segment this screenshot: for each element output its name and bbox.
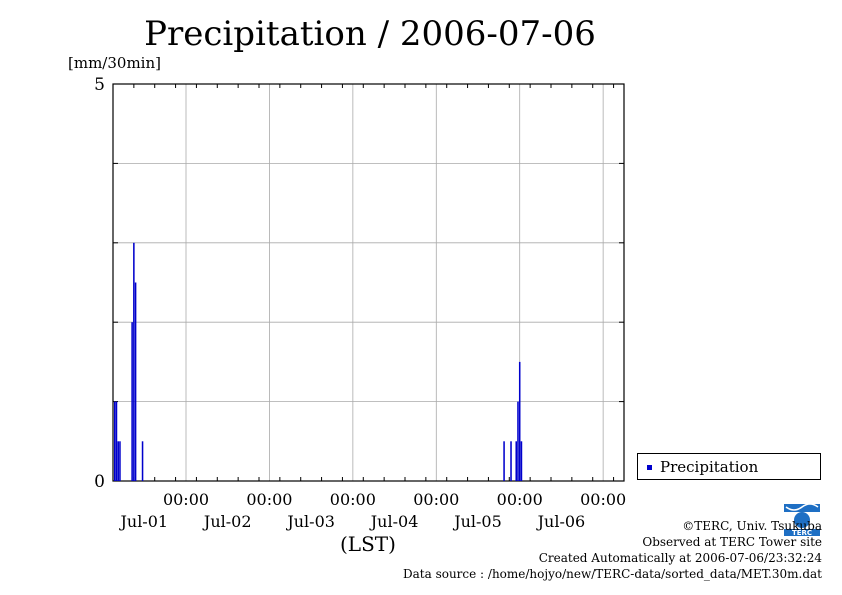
terc-logo: TERC <box>782 503 822 537</box>
precipitation-bar <box>510 441 512 481</box>
x-tick-time-label: 00:00 <box>580 490 626 509</box>
precipitation-bar <box>119 441 121 481</box>
credits-block: ©TERC, Univ. Tsukuba Observed at TERC To… <box>403 518 822 582</box>
x-tick-date-label: Jul-06 <box>536 512 586 531</box>
legend-label: Precipitation <box>660 458 759 476</box>
x-tick-time-label: 00:00 <box>246 490 292 509</box>
precipitation-bar <box>115 401 118 481</box>
precipitation-bar <box>113 401 116 481</box>
source-text: Data source : /home/hojyo/new/TERC-data/… <box>403 567 822 581</box>
y-axis-unit-label: [mm/30min] <box>68 54 161 72</box>
x-tick-date-label: Jul-03 <box>285 512 335 531</box>
copyright-text: ©TERC, Univ. Tsukuba <box>682 519 822 533</box>
precipitation-bar <box>503 441 505 481</box>
x-tick-time-label: 00:00 <box>413 490 459 509</box>
created-text: Created Automatically at 2006-07-06/23:3… <box>538 551 822 565</box>
legend-swatch <box>647 465 652 470</box>
precipitation-bar <box>134 282 137 481</box>
precipitation-bar <box>117 441 119 481</box>
precipitation-bar <box>133 242 135 481</box>
precipitation-bar <box>131 322 133 481</box>
terc-logo-text: TERC <box>792 529 812 537</box>
x-axis-label: (LST) <box>340 532 396 556</box>
x-tick-date-label: Jul-01 <box>118 512 168 531</box>
legend: Precipitation <box>637 453 821 480</box>
precipitation-bar <box>518 361 521 481</box>
x-tick-time-label: 00:00 <box>497 490 543 509</box>
observed-text: Observed at TERC Tower site <box>642 535 822 549</box>
x-tick-date-label: Jul-05 <box>452 512 502 531</box>
plot-frame <box>112 83 625 482</box>
chart-title: Precipitation / 2006-07-06 <box>144 14 596 54</box>
precipitation-bar <box>520 441 523 481</box>
precipitation-bar <box>141 441 144 481</box>
x-tick-date-label: Jul-04 <box>369 512 419 531</box>
y-tick-label-max: 5 <box>94 75 105 95</box>
x-tick-date-label: Jul-02 <box>202 512 252 531</box>
x-tick-time-label: 00:00 <box>330 490 376 509</box>
x-tick-time-label: 00:00 <box>163 490 209 509</box>
precipitation-bar <box>517 401 519 481</box>
y-tick-label-min: 0 <box>94 472 105 492</box>
precipitation-bar <box>515 441 518 481</box>
